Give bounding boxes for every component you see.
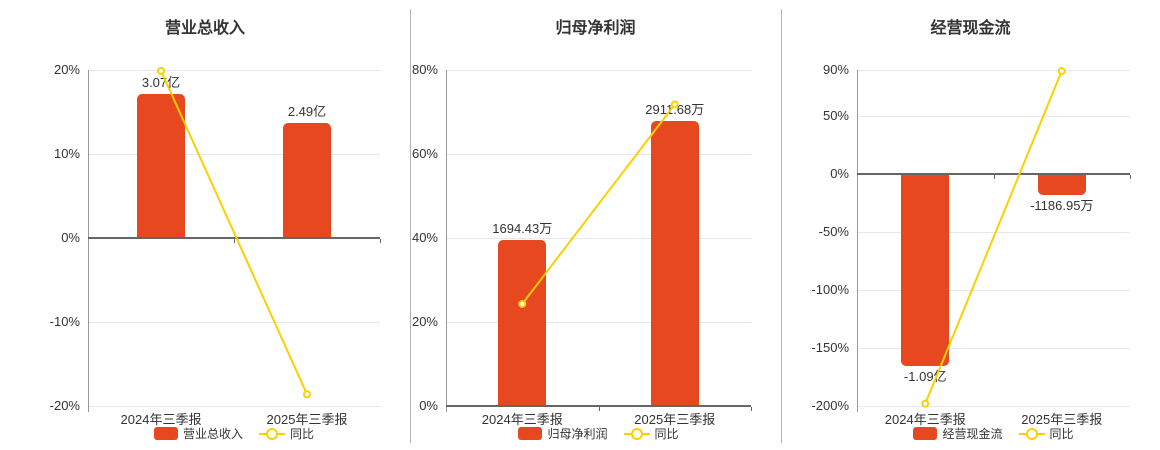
x-axis-label: 2024年三季报 [120, 412, 202, 427]
gridline [88, 406, 380, 407]
gridline [446, 70, 751, 71]
legend: 归母净利润 同比 [446, 426, 751, 441]
x-axis-label: 2024年三季报 [884, 412, 966, 427]
bar-value-label: 1694.43万 [492, 221, 553, 237]
y-axis-tick-label: 0% [419, 398, 438, 413]
y-axis-tick-label: -10% [49, 314, 80, 329]
y-axis-tick-label: 50% [822, 108, 849, 124]
chart-panel-net-profit: 归母净利润 80% 60% 40% 20% 0% 1694.43万 2024年三季报 2911… [410, 0, 781, 450]
bar-period-1[interactable] [901, 174, 950, 366]
category-axis-tick [993, 175, 995, 180]
bar-value-label: 2.49亿 [287, 103, 327, 119]
legend-item-bar[interactable]: 归母净利润 [518, 425, 608, 442]
y-axis-tick-label: -50% [818, 224, 849, 240]
chart-title: 营业总收入 [164, 20, 245, 37]
legend-bar-label: 营业总收入 [182, 427, 243, 441]
bar-period-2[interactable] [1037, 174, 1086, 196]
y-axis-tick-label: 0% [61, 230, 80, 245]
y-axis-tick-label: 20% [53, 62, 80, 77]
y-axis-tick-label: 60% [411, 146, 438, 161]
gridline [88, 154, 380, 155]
legend-bar-label: 归母净利润 [547, 427, 608, 441]
category-axis-tick [598, 407, 600, 411]
legend-item-yoy[interactable]: 同比 [1018, 425, 1074, 442]
gridline [446, 238, 751, 239]
y-axis-tick-label: 90% [822, 62, 849, 77]
legend-item-yoy[interactable]: 同比 [623, 425, 679, 442]
bar-period-1[interactable] [137, 94, 185, 238]
bar-swatch-icon [153, 427, 178, 440]
panel-separator [781, 9, 782, 443]
yoy-line-icon [259, 427, 285, 440]
legend-yoy-label: 同比 [290, 427, 315, 441]
gridline [857, 348, 1130, 350]
gridline [857, 232, 1130, 234]
plot-area: 90% 50% 0% -50% -100% -150% -200% -1.09亿 2024年三季… [781, 0, 1160, 450]
y-axis-tick-label: 20% [411, 314, 438, 329]
plot-area: 20% 10% 0% -10% -20% 3.07亿 2024年三季报 2.49亿 2025年三… [0, 0, 410, 450]
y-axis-tick-label: 0% [830, 166, 849, 182]
bar-swatch-icon [518, 427, 543, 440]
panel-separator [410, 9, 411, 443]
bar-value-label: -1186.95万 [1030, 198, 1094, 214]
legend-yoy-label: 同比 [654, 427, 679, 441]
chart-panel-revenue: 营业总收入 20% 10% 0% -10% -20% 3.07亿 2024年三季报 2.49亿… [0, 0, 410, 450]
x-axis-label: 2025年三季报 [634, 412, 716, 427]
y-axis-tick-label: -200% [811, 398, 849, 413]
x-axis-label: 2025年三季报 [1021, 412, 1103, 427]
gridline [857, 116, 1130, 118]
category-axis-tick [751, 407, 752, 411]
y-axis-tick-label: 10% [53, 146, 80, 161]
bar-swatch-icon [913, 427, 938, 440]
gridline [446, 322, 751, 323]
y-axis-line [857, 70, 858, 412]
category-axis-tick [234, 239, 235, 243]
plot-area: 80% 60% 40% 20% 0% 1694.43万 2024年三季报 2911.68万 20… [410, 0, 781, 450]
y-axis-tick-label: -20% [49, 398, 80, 413]
zero-axis-line [446, 405, 751, 407]
legend-item-bar[interactable]: 经营现金流 [913, 425, 1003, 442]
gridline [857, 406, 1130, 407]
category-axis-tick [1130, 175, 1131, 180]
yoy-line-icon [623, 427, 650, 440]
x-axis-label: 2024年三季报 [481, 412, 563, 427]
yoy-point[interactable] [303, 390, 311, 399]
chart-panel-cash-flow: 经营现金流 90% 50% 0% -50% -100% -150% -200% -1.09亿 2… [781, 0, 1160, 450]
bar-period-2[interactable] [283, 122, 331, 238]
yoy-point[interactable] [1057, 67, 1066, 76]
chart-title: 归母净利润 [555, 20, 636, 37]
gridline [857, 290, 1130, 292]
gridline [88, 70, 380, 71]
category-axis-tick [380, 239, 381, 243]
chart-title: 经营现金流 [930, 20, 1011, 37]
legend-bar-label: 经营现金流 [942, 427, 1003, 441]
bar-value-label: 2911.68万 [645, 101, 705, 117]
bar-value-label: 3.07亿 [141, 75, 181, 91]
legend: 营业总收入 同比 [88, 426, 380, 441]
y-axis-tick-label: 40% [411, 230, 438, 245]
y-axis-line [88, 70, 89, 412]
y-axis-tick-label: -100% [811, 282, 849, 298]
y-axis-line [446, 70, 447, 412]
yoy-line-icon [1018, 427, 1045, 440]
legend-item-yoy[interactable]: 同比 [259, 425, 314, 442]
gridline [446, 154, 751, 155]
legend-yoy-label: 同比 [1049, 427, 1074, 441]
y-axis-tick-label: -150% [811, 340, 849, 356]
y-axis-tick-label: 80% [411, 62, 438, 77]
legend-item-bar[interactable]: 营业总收入 [153, 425, 243, 442]
gridline [857, 70, 1130, 71]
bar-period-2[interactable] [650, 120, 699, 406]
gridline [88, 322, 380, 323]
bar-value-label: -1.09亿 [903, 368, 947, 384]
x-axis-label: 2025年三季报 [266, 412, 348, 427]
bar-period-1[interactable] [498, 240, 547, 406]
legend: 经营现金流 同比 [857, 426, 1130, 441]
